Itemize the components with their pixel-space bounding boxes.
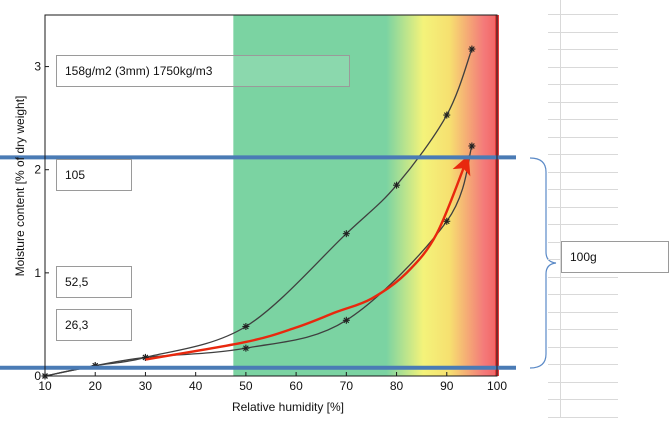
x-tick-label-3: 30 [139,379,153,393]
sheet-row-line [548,154,618,155]
series-1-point-6 [393,181,401,189]
sheet-row-line [548,84,618,85]
sheet-row-line [548,31,618,33]
sheet-row-line [548,66,618,68]
density-annotation: 158g/m2 (3mm) 1750kg/m3 [56,55,350,87]
sheet-row-line [548,399,618,400]
series-1-line [44,48,473,377]
sheet-row-line [548,311,618,313]
series-2-point-7 [468,142,476,150]
y-tick-label-2: 1 [34,266,41,280]
plot-frame [44,14,498,377]
y-tick-label-4: 3 [34,60,41,74]
axes: 10 20 30 40 50 60 70 80 90 100 0 1 2 3 [34,14,507,393]
sheet-row-line [548,101,618,103]
x-tick-label-8: 80 [390,379,404,393]
x-tick-label-7: 70 [340,379,354,393]
sheet-row-line [548,346,618,348]
sheet-row-line [548,171,618,173]
sheet-column-line [560,0,561,417]
series-3-line [145,154,471,361]
sheet-row-line [548,49,618,50]
series-1-point-8 [468,45,476,53]
sheet-row-line [548,189,618,190]
series-2-point-6 [443,217,451,225]
x-tick-label-6: 60 [289,379,303,393]
sheet-row-line [548,294,618,295]
reference-lines [0,155,516,370]
x-axis-label: Relative humidity [%] [232,400,344,414]
sheet-row-line [548,136,618,138]
sheet-row-line [548,364,618,365]
sheet-row-line [548,329,618,330]
x-tick-label-5: 50 [239,379,253,393]
sheet-row-line [548,119,618,120]
range-value-annotation: 100g [561,241,669,273]
upper-value-annotation: 105 [56,159,132,191]
range-brace [529,157,557,369]
sheet-row-line [548,381,618,383]
series-layer [41,45,476,380]
low-value-annotation: 26,3 [56,309,132,341]
series-2-point-5 [342,316,350,324]
sheet-row-line [548,14,618,15]
sheet-row-line [548,206,618,208]
y-tick-label-3: 2 [34,163,41,177]
x-tick-label-4: 40 [189,379,203,393]
series-2-point-4 [242,344,250,352]
series-1-point-7 [443,111,451,119]
series-1-point-4 [242,322,250,330]
sheet-row-line [548,276,618,278]
sheet-row-line [548,224,618,225]
y-tick-label-1: 0 [34,369,41,383]
x-tick-label-1: 10 [38,379,52,393]
series-1-point-5 [342,230,350,238]
y-axis-label: Moisture content [% of dry weight] [13,96,27,277]
x-tick-label-2: 20 [89,379,103,393]
x-tick-label-9: 90 [440,379,454,393]
mid-value-annotation: 52,5 [56,266,132,298]
x-tick-label-10: 100 [487,379,507,393]
